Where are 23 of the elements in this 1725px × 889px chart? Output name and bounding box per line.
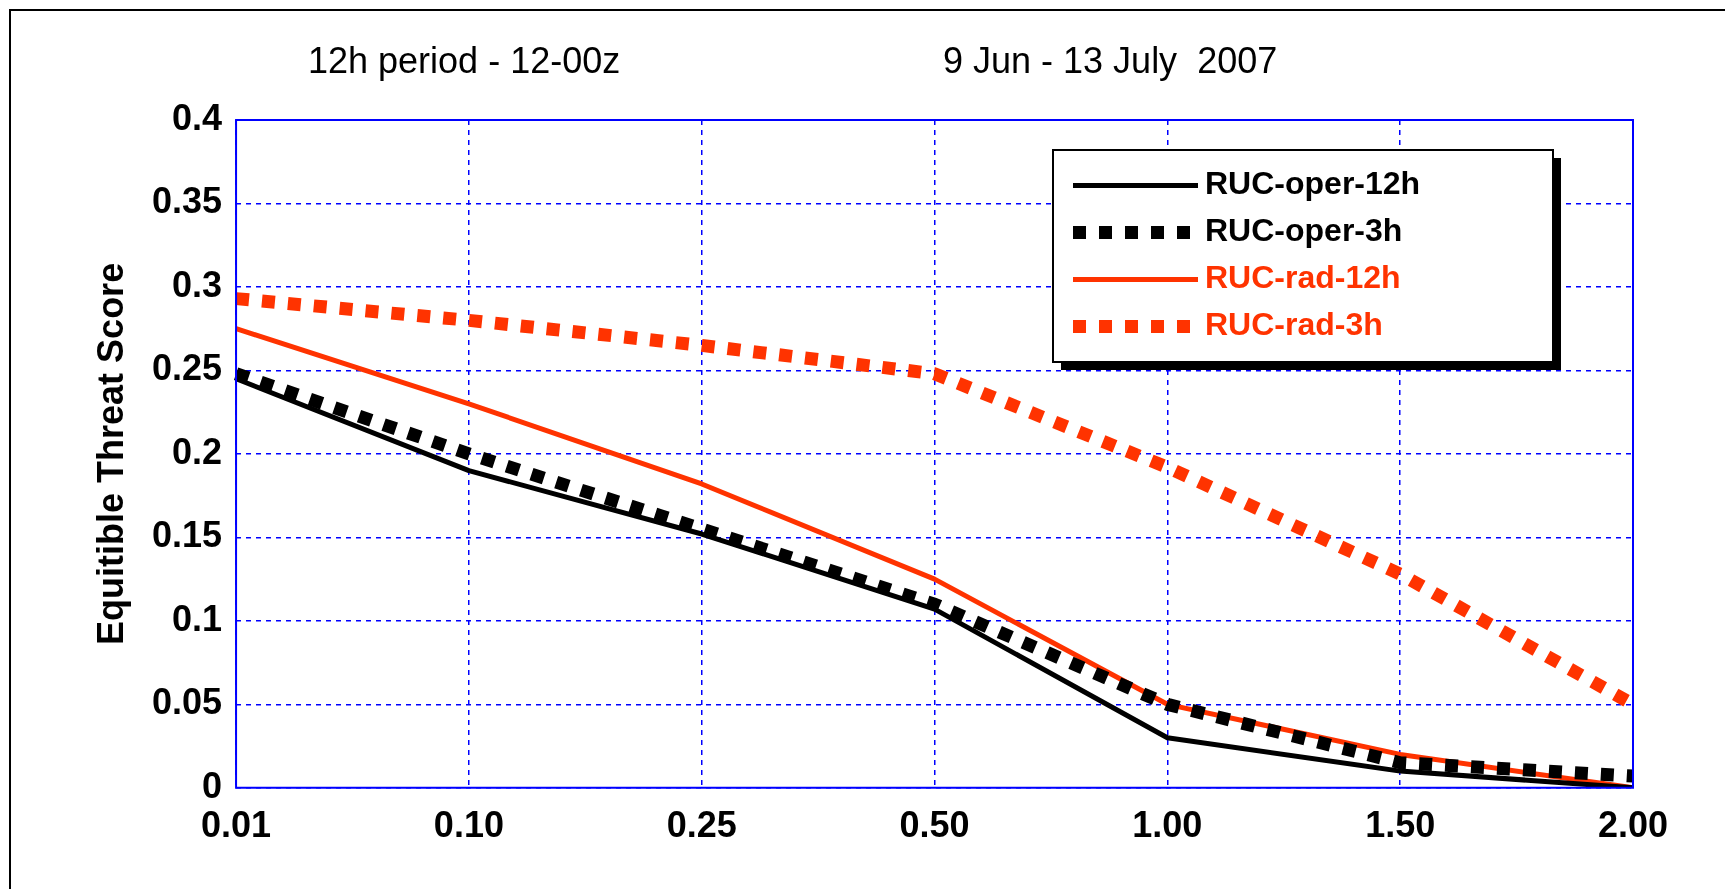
y-tick-label: 0.3 bbox=[172, 263, 223, 305]
legend-label: RUC-rad-3h bbox=[1205, 306, 1383, 343]
legend-label: RUC-oper-12h bbox=[1205, 165, 1421, 202]
y-tick-label: 0.15 bbox=[151, 514, 223, 556]
y-tick-label: 0.2 bbox=[172, 430, 223, 472]
x-tick-label: 2.00 bbox=[1597, 804, 1669, 846]
x-tick-label: 0.10 bbox=[433, 804, 504, 846]
y-tick-label: 0 bbox=[202, 764, 223, 806]
x-tick-label: 1.50 bbox=[1365, 804, 1436, 846]
y-tick-label: 0.25 bbox=[151, 347, 223, 389]
x-tick-label: 0.01 bbox=[201, 804, 272, 846]
legend-label: RUC-oper-3h bbox=[1205, 212, 1403, 249]
y-tick-label: 0.4 bbox=[172, 96, 223, 138]
y-tick-label: 0.1 bbox=[172, 597, 223, 639]
y-axis-title: Equitible Threat Score bbox=[89, 262, 131, 645]
chart-subtitle: 9 Jun - 13 July 2007 bbox=[943, 39, 1278, 81]
x-tick-label: 0.50 bbox=[899, 804, 970, 846]
x-tick-label: 0.25 bbox=[666, 804, 737, 846]
legend-label: RUC-rad-12h bbox=[1205, 259, 1401, 296]
y-tick-label: 0.05 bbox=[151, 681, 223, 723]
x-tick-label: 1.00 bbox=[1132, 804, 1203, 846]
chart-title: 12h period - 12-00z bbox=[308, 39, 621, 81]
y-tick-label: 0.35 bbox=[151, 180, 223, 222]
